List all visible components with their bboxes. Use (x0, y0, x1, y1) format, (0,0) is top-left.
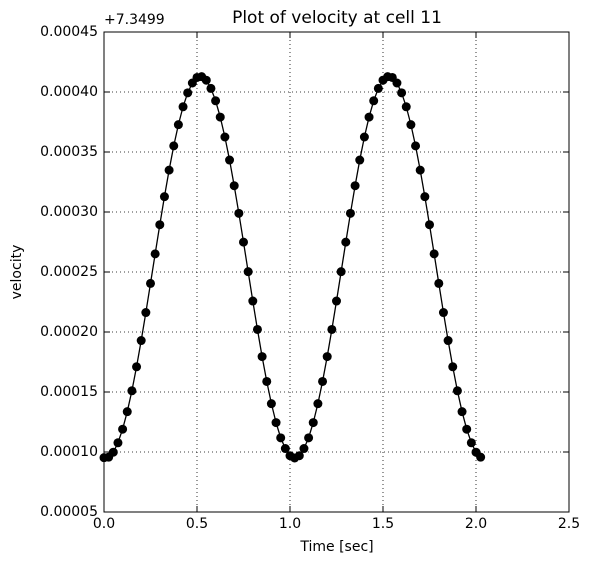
data-point (448, 362, 458, 372)
data-point (341, 237, 351, 247)
data-point (369, 96, 379, 106)
data-point (466, 438, 476, 448)
x-tick-label: 2.5 (558, 516, 580, 532)
data-point (332, 296, 341, 306)
data-point (429, 249, 439, 259)
data-point (164, 165, 174, 175)
x-tick-label: 0.0 (93, 516, 115, 532)
data-point (476, 452, 486, 462)
y-tick-label: 0.00035 (40, 144, 98, 160)
data-point (425, 220, 434, 230)
data-point (406, 120, 416, 130)
data-point (462, 424, 472, 434)
data-point (215, 112, 225, 122)
data-point (280, 444, 290, 454)
data-point (355, 155, 365, 165)
data-point (345, 208, 355, 218)
data-point (415, 165, 425, 175)
data-point (336, 267, 346, 277)
y-offset-label: +7.3499 (104, 12, 165, 28)
data-point (313, 399, 323, 409)
data-point (266, 399, 276, 409)
data-point (257, 352, 267, 362)
data-point (122, 407, 132, 417)
data-point (206, 83, 216, 93)
data-point (155, 220, 165, 230)
x-tick-label: 2.0 (465, 516, 487, 532)
data-point (304, 433, 314, 443)
data-point (434, 278, 444, 288)
data-point (243, 267, 253, 277)
data-point (248, 296, 258, 306)
y-tick-label: 0.00010 (40, 444, 98, 460)
data-point (308, 418, 318, 428)
data-point (299, 444, 309, 454)
data-point (239, 237, 248, 247)
data-point (322, 352, 332, 362)
data-point (229, 181, 239, 191)
y-tick-label: 0.00040 (40, 84, 98, 100)
y-axis-label: velocity (9, 245, 25, 300)
data-point (220, 132, 230, 142)
data-point (132, 362, 142, 372)
data-point (178, 102, 188, 112)
data-point (294, 451, 304, 461)
data-point (271, 418, 281, 428)
y-tick-label: 0.00030 (40, 204, 98, 220)
y-tick-label: 0.00045 (40, 24, 98, 40)
data-point (392, 78, 402, 88)
data-point (411, 141, 421, 151)
data-point (359, 132, 369, 142)
data-point (159, 192, 169, 202)
data-point (169, 141, 179, 151)
data-point (438, 308, 448, 318)
chart-title: Plot of velocity at cell 11 (232, 8, 442, 28)
data-point (452, 386, 462, 396)
data-point (318, 376, 328, 386)
x-tick-label: 0.5 (186, 516, 208, 532)
data-point (420, 192, 430, 202)
data-point (136, 336, 146, 346)
data-point (443, 336, 453, 346)
data-point (146, 278, 155, 288)
data-point (183, 88, 193, 98)
data-point (150, 249, 160, 259)
y-tick-label: 0.00025 (40, 264, 98, 280)
plot-frame (103, 31, 570, 513)
data-point (234, 208, 244, 218)
data-point (373, 83, 383, 93)
y-tick-label: 0.00015 (40, 384, 98, 400)
data-point (141, 308, 151, 318)
data-point (276, 433, 286, 443)
x-tick-label: 1.5 (372, 516, 394, 532)
data-point (262, 376, 272, 386)
data-point (118, 424, 128, 434)
data-point (173, 120, 183, 130)
x-tick-label: 1.0 (279, 516, 301, 532)
data-point (457, 407, 467, 417)
y-tick-label: 0.00020 (40, 324, 98, 340)
data-point (211, 96, 221, 106)
data-point (327, 324, 337, 334)
data-point (113, 438, 123, 448)
data-point (401, 102, 411, 112)
data-point (252, 324, 262, 334)
data-point (201, 75, 211, 85)
data-point (127, 386, 137, 396)
data-point (108, 447, 118, 457)
x-axis-label: Time [sec] (299, 539, 373, 555)
data-point (397, 88, 407, 98)
data-point (225, 155, 235, 165)
data-point (350, 181, 360, 191)
data-point (364, 112, 374, 122)
y-tick-label: 0.00005 (40, 504, 98, 520)
